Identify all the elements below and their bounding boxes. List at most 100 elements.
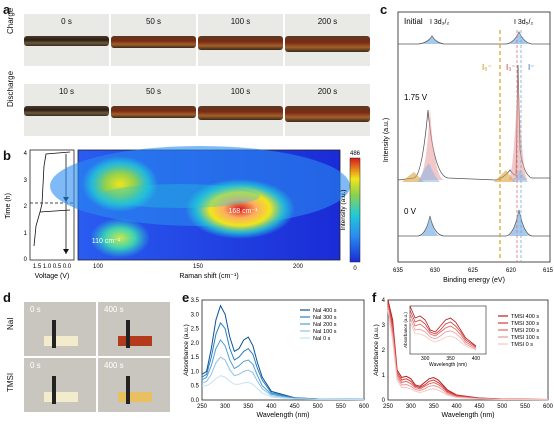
svg-text:630: 630 [430,268,441,274]
inset-x-tick: 350 [446,356,455,362]
legend-label: NaI 400 s [313,308,337,314]
legend-label: NaI 100 s [313,329,337,335]
colorbar [349,157,361,263]
x-tick-label: 600 [359,404,370,410]
inset-x-tick: 400 [472,356,481,362]
x-tick-label: 500 [497,404,508,410]
legend-label: NaI 0 s [313,336,331,342]
colorbar-max: 486 [350,151,361,157]
svg-text:100: 100 [93,264,104,270]
x-tick-label: 600 [543,404,554,410]
inset-series-line [409,313,477,349]
discharge-photo-1: 50 s [111,84,196,136]
y-tick-label: 0.0 [191,398,200,404]
colorbar-label: Intensity (a.u.) [340,189,347,230]
svg-text:625: 625 [468,268,479,274]
vial-time-label: 400 s [104,361,124,370]
y-tick-label: 1.5 [191,355,200,361]
hotspot-110-top [82,156,158,212]
panel-b-label: b [3,148,11,163]
x-tick-label: 400 [452,404,463,410]
x-tick-label: 400 [266,404,277,410]
hotspot-168 [185,179,295,239]
b-ytick-1: 1 [24,231,28,237]
label-i3: I₃⁻ [506,63,516,72]
legend-label: TMSI 100 s [511,335,539,341]
row-label-nai: NaI [6,317,15,330]
y-tick-label: 2.0 [191,341,200,347]
hotspot-110-bottom [90,218,150,258]
time-label: 200 s [317,87,338,96]
discharge-photo-2: 100 s [198,84,283,136]
x-tick-label: 450 [290,404,301,410]
label-i5: I₅⁻ [482,63,492,72]
svg-text:150: 150 [193,264,204,270]
y-tick-label: 0 [382,398,386,404]
legend-label: TMSI 400 s [511,314,539,320]
time-label: 50 s [145,17,162,26]
charge-photo-1: 50 s [111,14,196,66]
discharge-photo-0: 10 s [24,84,109,136]
inset-series-line [409,309,477,348]
legend-label: TMSI 200 s [511,328,539,334]
b-ytick-3: 3 [24,178,28,184]
y-tick-label: 3.0 [191,312,200,318]
svg-text:620: 620 [506,268,517,274]
panel-e-label: e [182,290,190,305]
label-i3d1-top: I 3d₃/₂ [430,19,449,26]
plot-frame [201,299,365,401]
y-axis-label: Absorbance (a.u.) [373,324,380,376]
inset-series-line [409,305,477,347]
y-tick-label: 0.5 [191,384,200,390]
panel-f-label: f [372,290,377,305]
c-xlabel: Binding energy (eV) [443,277,505,284]
b-xlabel-map: Raman shift (cm⁻¹) [179,273,238,280]
vial-time-label: 0 s [30,361,41,370]
peak-168-label: 168 cm⁻¹ [229,208,259,215]
inset-x-label: Wavelength (nm) [429,362,467,368]
time-label: 100 s [230,87,251,96]
b-ytick-2: 2 [24,204,28,210]
voltage-frame [29,149,75,261]
series-line [201,304,365,400]
chart-f: 250 300 350 400 450 500 550 600 0 1 2 3 4 Wavelength … [373,298,554,419]
row-label-discharge: Discharge [6,70,15,107]
row-label-charge: Charge [6,7,15,34]
row-label-tmsi: TMSI [6,372,15,392]
series-line [202,375,365,401]
legend-label: NaI 200 s [313,322,337,328]
legend-label: TMSI 300 s [511,321,539,327]
colorbar-min: 0 [353,266,357,272]
legend-label: NaI 300 s [313,315,337,321]
x-axis-label: Wavelength (nm) [256,412,309,419]
series-line [201,321,365,400]
b-ytick-4: 4 [24,151,28,157]
svg-text:615: 615 [543,268,554,274]
panel-c-figure: Intensity (a.u.) Initial I 3d₃/₂ I 3d₅/₂… [383,11,554,284]
x-axis-label: Wavelength (nm) [441,412,494,419]
y-tick-label: 3.5 [191,298,200,304]
time-label: 10 s [58,87,75,96]
vial-photo-1: 400 s [98,302,170,356]
svg-text:635: 635 [393,268,404,274]
b-ytick-0: 0 [24,257,28,263]
y-axis-label: Absorbance (a.u.) [183,324,190,376]
label-initial: Initial [404,17,423,26]
x-tick-label: 300 [406,404,417,410]
x-tick-label: 450 [474,404,485,410]
x-tick-label: 550 [520,404,531,410]
chart-e: 250 300 350 400 450 500 550 600 0.0 0.5 1.0 1.5 2.0 2… [183,298,370,419]
inset-series-line [409,321,477,351]
vial-photo-3: 400 s [98,358,170,412]
y-tick-label: 3 [382,323,386,329]
vial-time-label: 0 s [30,305,41,314]
x-tick-label: 250 [197,404,208,410]
plot-frame [387,299,549,401]
y-tick-label: 2.5 [191,327,200,333]
panel-a-label: a [3,2,11,17]
svg-text:200: 200 [293,264,304,270]
x-tick-label: 250 [383,404,394,410]
x-tick-label: 550 [336,404,347,410]
x-tick-label: 350 [243,404,254,410]
b-xticks-left: 1.5 1.0 0.5 0.0 [33,264,72,270]
